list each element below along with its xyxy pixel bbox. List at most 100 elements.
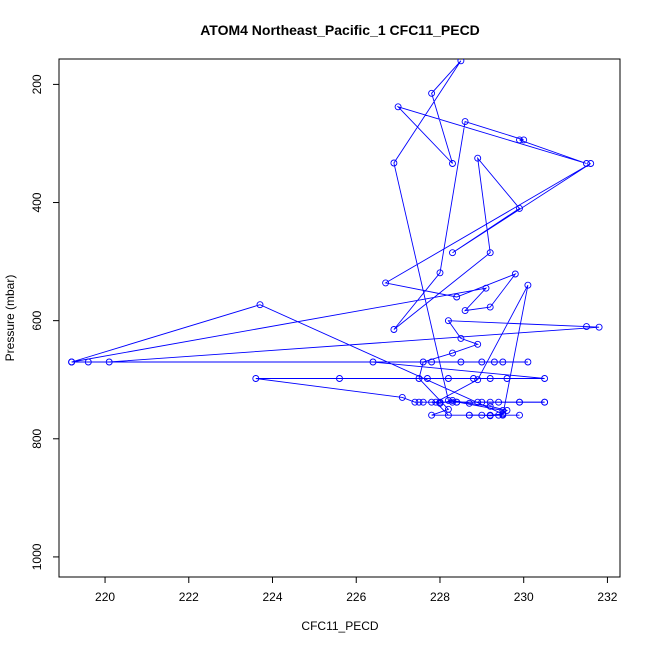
data-point [486,249,494,257]
data-point [524,358,532,366]
data-point [474,340,482,348]
x-axis: 220 222 224 226 228 230 232 [95,576,618,604]
x-tick-label: 226 [346,590,366,604]
data-point [486,402,494,410]
data-point [423,375,431,382]
data-point [105,358,113,366]
data-point [457,59,465,65]
data-point [398,393,406,401]
data-point [478,411,486,419]
series-line [71,60,600,416]
x-tick-label: 230 [514,590,534,604]
chart-title: ATOM4 Northeast_Pacific_1 CFC11_PECD [200,22,480,38]
data-point [449,349,456,357]
data-point [486,398,494,406]
data-point [453,398,461,406]
data-point [428,398,436,406]
data-point [541,375,549,382]
data-point [68,358,76,366]
data-point [444,411,452,419]
y-tick-label: 800 [30,428,44,448]
data-point [84,358,92,366]
y-axis: 200 400 600 800 1000 [30,74,60,570]
data-point [520,136,528,144]
data-point [457,358,465,366]
y-axis-label: Pressure (mbar) [3,275,17,362]
data-point [583,160,590,167]
data-point [478,358,486,366]
data-point [252,375,260,382]
data-point [428,89,436,97]
data-point [453,293,461,301]
data-point [411,398,419,406]
x-axis-label: CFC11_PECD [301,619,378,633]
data-point [256,301,264,309]
data-point [336,375,343,382]
data-point [470,375,477,382]
x-tick-label: 224 [262,590,282,604]
data-point [524,281,532,289]
data-point [486,303,494,311]
data-point [541,398,549,406]
data-point [444,375,452,382]
data-point [465,399,473,407]
series-line [431,399,545,417]
data-point [432,398,440,406]
y-tick-label: 1000 [30,543,44,570]
data-point [436,399,444,407]
x-tick-label: 222 [179,590,199,604]
data-point [428,411,436,419]
data-point [516,398,523,406]
data-point [415,398,423,406]
data-point [516,204,523,212]
data-point [461,307,469,315]
data-point [419,358,427,366]
y-tick-label: 400 [30,192,44,212]
data-point [503,375,511,382]
data-point [390,326,398,333]
plot-points [68,59,603,420]
data-point [478,398,486,406]
data-point [457,334,465,342]
data-point [444,317,452,325]
data-point [482,284,490,292]
x-tick-label: 232 [597,590,617,604]
plot-lines [71,60,600,417]
data-point [503,406,511,414]
data-point [490,358,498,366]
plot-frame [58,58,621,578]
data-point [511,270,519,278]
data-point [449,160,456,167]
data-point [415,375,423,382]
data-point [436,269,444,277]
data-point [444,396,452,404]
data-point [474,398,482,406]
data-point [465,411,473,419]
data-point [474,376,482,384]
y-tick-label: 600 [30,310,44,330]
data-point [428,358,436,366]
y-tick-label: 200 [30,74,44,94]
data-point [499,406,507,414]
data-point [449,398,456,406]
data-point [499,358,507,366]
data-point [516,411,523,419]
data-point [595,323,603,331]
data-point [486,375,494,382]
data-point [369,358,377,366]
data-point [486,412,494,420]
data-point [449,249,456,257]
data-point [461,118,469,126]
data-point [474,154,482,162]
x-tick-label: 220 [95,590,115,604]
data-point [495,398,503,406]
data-point [516,136,523,144]
data-point [382,279,390,287]
data-point [587,160,595,167]
data-point [419,398,427,406]
data-point [495,411,503,419]
data-point [449,396,456,404]
data-point [499,410,507,418]
data-point [394,103,402,111]
